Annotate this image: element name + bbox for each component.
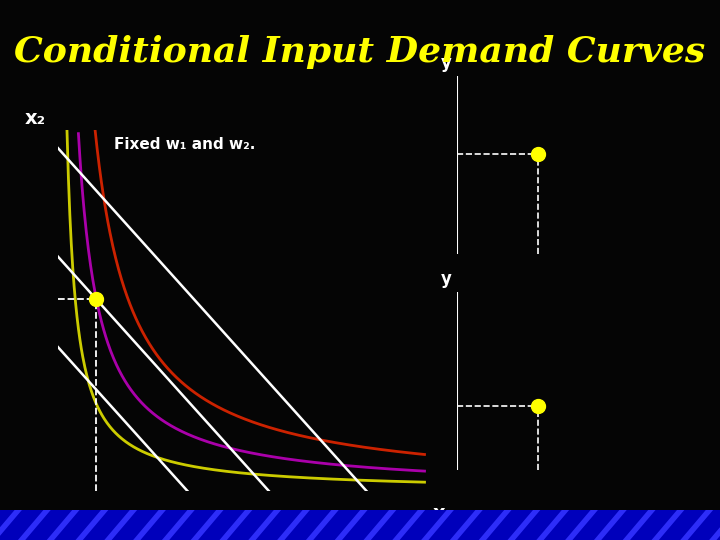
- Text: Fixed w₁ and w₂.: Fixed w₁ and w₂.: [114, 137, 255, 152]
- Text: x₂: x₂: [24, 109, 45, 128]
- Text: Conditional Input Demand Curves: Conditional Input Demand Curves: [14, 35, 706, 69]
- Text: y: y: [441, 54, 451, 72]
- Text: y: y: [441, 270, 451, 288]
- Text: x₁: x₁: [433, 504, 454, 523]
